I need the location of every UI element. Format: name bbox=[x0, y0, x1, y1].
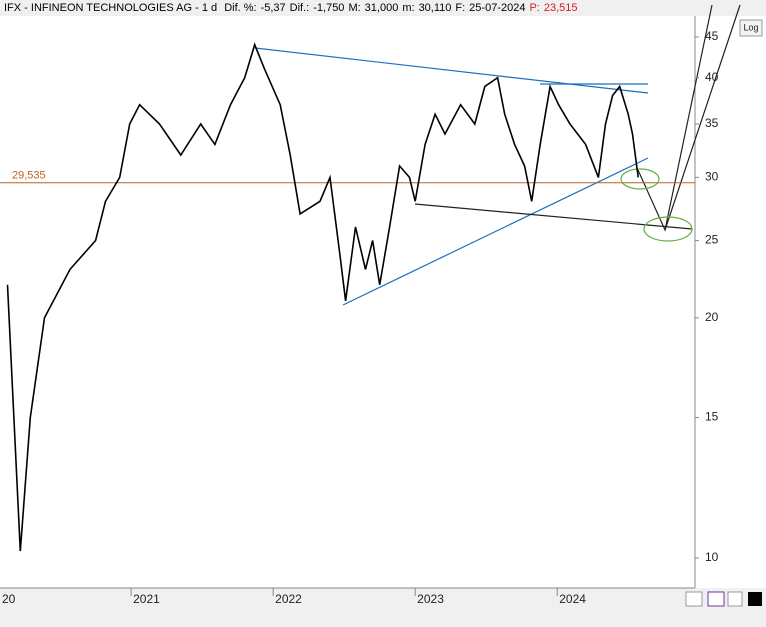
y-axis-area bbox=[695, 16, 766, 588]
header-label: F: bbox=[455, 2, 466, 14]
header-label: P: bbox=[529, 2, 540, 14]
x-tick-label: 2024 bbox=[559, 592, 586, 606]
tool-button[interactable] bbox=[727, 591, 743, 607]
circle-marker bbox=[643, 216, 693, 242]
log-button-label[interactable]: Log bbox=[743, 22, 758, 32]
header-label: Dif.: bbox=[289, 2, 310, 14]
drawings bbox=[254, 4, 741, 306]
y-tick-label: 30 bbox=[705, 170, 719, 184]
y-tick-label: 40 bbox=[705, 70, 719, 84]
log-button[interactable] bbox=[739, 19, 763, 37]
header-text: 25-07-2024 bbox=[469, 2, 526, 14]
y-tick-label: 10 bbox=[705, 550, 719, 564]
tool-button[interactable] bbox=[685, 591, 703, 607]
y-tick-label: 25 bbox=[705, 233, 719, 247]
header-label: m: bbox=[402, 2, 415, 14]
y-tick-label: 35 bbox=[705, 116, 719, 130]
x-tick-label: 2022 bbox=[275, 592, 302, 606]
circle-marker bbox=[620, 168, 660, 190]
header-text: 30,110 bbox=[418, 2, 452, 14]
tool-button[interactable] bbox=[707, 591, 725, 607]
header-text: -1,750 bbox=[313, 2, 345, 14]
price-line-series bbox=[6, 42, 639, 552]
y-tick-label: 45 bbox=[705, 29, 719, 43]
plot-area bbox=[0, 16, 695, 588]
header-label: M: bbox=[348, 2, 361, 14]
price-line-label: 29,535 bbox=[12, 170, 46, 182]
x-tick-label: 2023 bbox=[417, 592, 444, 606]
header-text: 31,000 bbox=[364, 2, 399, 14]
header: IFX - INFINEON TECHNOLOGIES AG - 1 d Dif… bbox=[0, 0, 766, 16]
tool-button[interactable] bbox=[748, 592, 762, 606]
y-tick-label: 20 bbox=[705, 310, 719, 324]
x-tick-label: 20 bbox=[2, 592, 16, 606]
x-tick-label: 2021 bbox=[133, 592, 160, 606]
header-text: 23,515 bbox=[543, 2, 578, 14]
arrow bbox=[664, 4, 741, 231]
header-label: Dif. %: bbox=[224, 2, 257, 14]
header-text: -5,37 bbox=[260, 2, 286, 14]
trend-line bbox=[254, 47, 649, 94]
y-tick-label: 15 bbox=[705, 410, 719, 424]
title: IFX - INFINEON TECHNOLOGIES AG - 1 d bbox=[4, 2, 218, 14]
